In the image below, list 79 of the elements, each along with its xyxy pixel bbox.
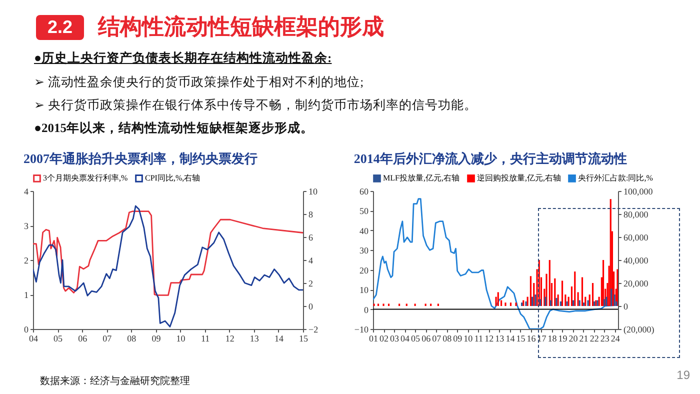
x-tick-label: 19	[558, 334, 568, 344]
x-tick-label: 22	[590, 334, 599, 344]
x-tick-label: 08	[127, 334, 137, 344]
text: ●2015年以来，结构性流动性短缺框架逐步形成。	[34, 120, 314, 137]
y-tick-label: 30	[360, 246, 369, 256]
y-tick-label: 20	[360, 265, 369, 276]
x-tick-label: 08	[442, 334, 452, 344]
x-tick-label: 04	[400, 334, 410, 344]
y2-tick-label: −2	[308, 324, 318, 334]
y2-tick-label: 100,000	[624, 186, 654, 196]
x-tick-label: 03	[390, 334, 400, 344]
y2-tick-label: 40,000	[624, 256, 649, 266]
x-tick-label: 14	[274, 334, 284, 344]
text: 19	[676, 368, 690, 382]
x-tick-label: 16	[526, 334, 536, 344]
legend-label: CPI同比,%,右轴	[145, 173, 200, 182]
y-tick-label: 3	[24, 221, 29, 231]
y-tick-label: 1	[24, 290, 28, 300]
x-tick-label: 05	[54, 334, 64, 344]
line-series	[33, 210, 303, 296]
y2-tick-label: 8	[308, 210, 314, 220]
x-tick-label: 02	[380, 334, 389, 344]
line-series	[33, 205, 303, 328]
x-tick-label: 09	[152, 334, 162, 344]
legend-label: 逆回购投放量,亿元,右轴	[477, 173, 561, 182]
x-tick-label: 11	[200, 334, 210, 344]
y2-tick-label: 6	[308, 232, 314, 242]
x-tick-label: 01	[369, 334, 378, 344]
x-tick-label: 06	[422, 334, 432, 344]
x-tick-label: 12	[225, 334, 234, 344]
y2-tick-label: 4	[308, 256, 314, 266]
y-tick-label: 60	[360, 186, 369, 196]
y-tick-label: 40	[360, 226, 369, 236]
y2-tick-label: 10	[308, 186, 318, 196]
x-tick-label: 15	[516, 334, 526, 344]
x-tick-label: 23	[600, 334, 610, 344]
text: ➢ 流动性盈余使央行的货币政策操作处于相对不利的地位;	[34, 74, 364, 91]
y2-tick-label: (20,000)	[624, 324, 654, 334]
y-tick-label: 0	[24, 324, 29, 334]
x-tick-label: 10	[464, 334, 474, 344]
x-tick-label: 07	[432, 334, 442, 344]
x-tick-label: 10	[176, 334, 186, 344]
y2-tick-label: 0	[624, 302, 628, 312]
y-tick-label: 10	[360, 285, 369, 296]
x-tick-label: 06	[78, 334, 88, 344]
x-tick-label: 14	[506, 334, 516, 344]
x-tick-label: 04	[29, 334, 38, 344]
x-tick-label: 21	[579, 334, 588, 344]
text: 2.2	[36, 15, 84, 40]
y-tick-label: 0	[364, 304, 369, 315]
y-tick-label: 2	[24, 256, 28, 266]
source-note: 数据来源：经济与金融研究院整理	[40, 374, 190, 388]
x-tick-label: 13	[250, 334, 260, 344]
legend-label: 3个月期央票发行利率,%	[43, 173, 128, 182]
x-tick-label: 13	[495, 334, 505, 344]
text: 结构性流动性短缺框架的形成	[98, 13, 384, 41]
x-tick-label: 11	[474, 334, 483, 344]
x-tick-label: 09	[453, 334, 463, 344]
x-tick-label: 05	[411, 334, 421, 344]
chart-title: 2014年后外汇净流入减少，央行主动调节流动性	[354, 151, 627, 166]
x-tick-label: 12	[484, 334, 494, 344]
x-tick-label: 20	[568, 334, 578, 344]
x-tick-label: 24	[610, 334, 620, 344]
y-tick-label: 4	[24, 186, 29, 196]
y2-tick-label: 60,000	[624, 232, 649, 242]
y2-tick-label: 0	[308, 302, 314, 312]
y2-tick-label: 80,000	[624, 210, 649, 220]
chart-title: 2007年通胀抬升央票利率，制约央票发行	[24, 151, 258, 166]
legend-label: 央行外汇占款:同比,%	[578, 173, 654, 182]
y2-tick-label: 2	[308, 278, 313, 288]
y2-tick-label: 20,000	[624, 278, 649, 288]
x-tick-label: 18	[548, 334, 558, 344]
y-tick-label: −10	[354, 324, 369, 334]
x-tick-label: 07	[102, 334, 112, 344]
legend-label: MLF投放量,亿元,右轴	[383, 173, 460, 182]
text: ➢ 央行货币政策操作在银行体系中传导不畅，制约货币市场利率的信号功能。	[34, 97, 478, 114]
y-tick-label: 50	[360, 206, 369, 216]
text: ●历史上央行资产负债表长期存在结构性流动性盈余:	[34, 50, 332, 67]
x-tick-label: 15	[299, 334, 308, 344]
